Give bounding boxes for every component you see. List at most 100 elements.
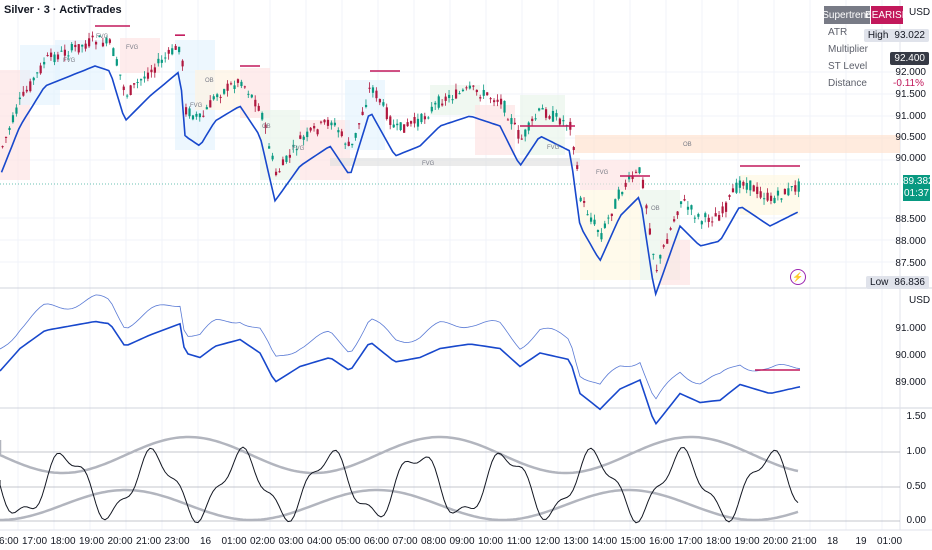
candle-body [669, 228, 672, 230]
candle-body [101, 42, 105, 47]
supertrend-row-atr: ATR [828, 27, 848, 38]
candle-body [742, 181, 745, 186]
candle-body [396, 123, 399, 126]
zone-label: OB [262, 124, 271, 130]
candle-body [728, 195, 731, 197]
chart-title[interactable]: Silver · 3 · ActivTrades [4, 4, 122, 16]
candle-body [112, 48, 115, 57]
candle-body [382, 102, 385, 106]
candle-body [302, 136, 305, 140]
candle-body [686, 206, 690, 210]
price-tick: 90.000 [895, 153, 926, 164]
candle-body [482, 89, 485, 96]
price-tick: 91.000 [895, 111, 926, 122]
lightning-icon[interactable]: ⚡ [790, 269, 806, 285]
candle-body [330, 122, 333, 126]
time-axis-label: 13:00 [563, 536, 589, 547]
candle-body [306, 131, 309, 138]
candle-body [416, 118, 420, 127]
candle-body [91, 35, 94, 38]
oscillator-lower-band [0, 488, 799, 522]
candle-body [486, 92, 489, 96]
candle-body [191, 115, 195, 120]
candle-body [776, 190, 780, 196]
candle-body [541, 108, 544, 110]
candle-body [195, 113, 198, 117]
candle-body [752, 185, 755, 192]
candle-body [119, 74, 122, 76]
candle-body [371, 87, 375, 93]
candle-body [264, 124, 267, 129]
candle-body [583, 200, 586, 203]
price-zone [580, 160, 640, 190]
candle-body [133, 83, 136, 85]
price-tick: 91.500 [895, 89, 926, 100]
candle-body [655, 270, 658, 272]
candle-body [316, 129, 319, 135]
zone-label: FVG [422, 161, 435, 167]
candle-body [444, 96, 447, 101]
candle-body [403, 124, 406, 133]
candle-body [756, 186, 759, 194]
candle-body [229, 83, 233, 85]
candle-body [406, 122, 409, 127]
supertrend-row-multiplier: Multiplier [828, 44, 869, 55]
candle-body [67, 55, 70, 57]
candle-body [472, 85, 475, 87]
zone-label: OB [651, 206, 660, 212]
current-value-tag: 92.400 [890, 52, 929, 65]
candle-body [645, 205, 648, 209]
candle-body [164, 57, 167, 59]
price-tick: 90.500 [895, 132, 926, 143]
candle-body [749, 180, 752, 191]
candle-body [39, 65, 42, 74]
time-axis-label: 21:00 [791, 536, 817, 547]
time-axis-label: 05:00 [335, 536, 361, 547]
candle-body [74, 44, 77, 48]
candle-body [766, 192, 769, 201]
candle-body [202, 115, 205, 117]
candle-body [354, 132, 357, 138]
candle-body [499, 98, 503, 105]
candle-body [29, 81, 32, 92]
candle-body [22, 91, 25, 96]
candle-body [49, 52, 53, 57]
candle-body [555, 113, 558, 117]
candle-body [631, 175, 634, 180]
candle-body [313, 125, 316, 129]
candle-body [126, 95, 129, 97]
candle-body [375, 90, 378, 99]
candle-body [136, 82, 139, 84]
candle-body [524, 129, 527, 137]
candle-body [115, 59, 118, 66]
candle-body [420, 113, 423, 123]
candle-body [468, 85, 472, 89]
zone-label: FVG [63, 58, 76, 64]
candle-body [108, 39, 112, 43]
candle-body [430, 106, 433, 112]
pane3-tick: 1.50 [906, 411, 926, 422]
candle-body [458, 93, 461, 95]
time-axis-label: 16 [199, 536, 212, 547]
time-axis-label: 17:00 [21, 536, 48, 547]
candle-body [693, 217, 697, 219]
candle-body [81, 44, 84, 47]
supertrend-state-badge: BEARISH [865, 6, 909, 24]
pane2-price-line [0, 294, 801, 400]
price-zone [195, 70, 240, 110]
candle-body [361, 111, 364, 116]
candle-body [326, 119, 330, 126]
candle-body [769, 195, 773, 201]
pane2-currency: USD [909, 295, 931, 306]
candle-body [673, 219, 676, 222]
time-axis-label: 06:00 [363, 536, 390, 547]
candle-body [212, 96, 215, 100]
oscillator-line [0, 446, 799, 524]
candle-body [538, 108, 541, 111]
candle-body [88, 38, 91, 47]
candle-body [603, 223, 607, 228]
candle-body [461, 89, 465, 92]
candle-body [783, 188, 787, 195]
candle-body [178, 46, 181, 53]
